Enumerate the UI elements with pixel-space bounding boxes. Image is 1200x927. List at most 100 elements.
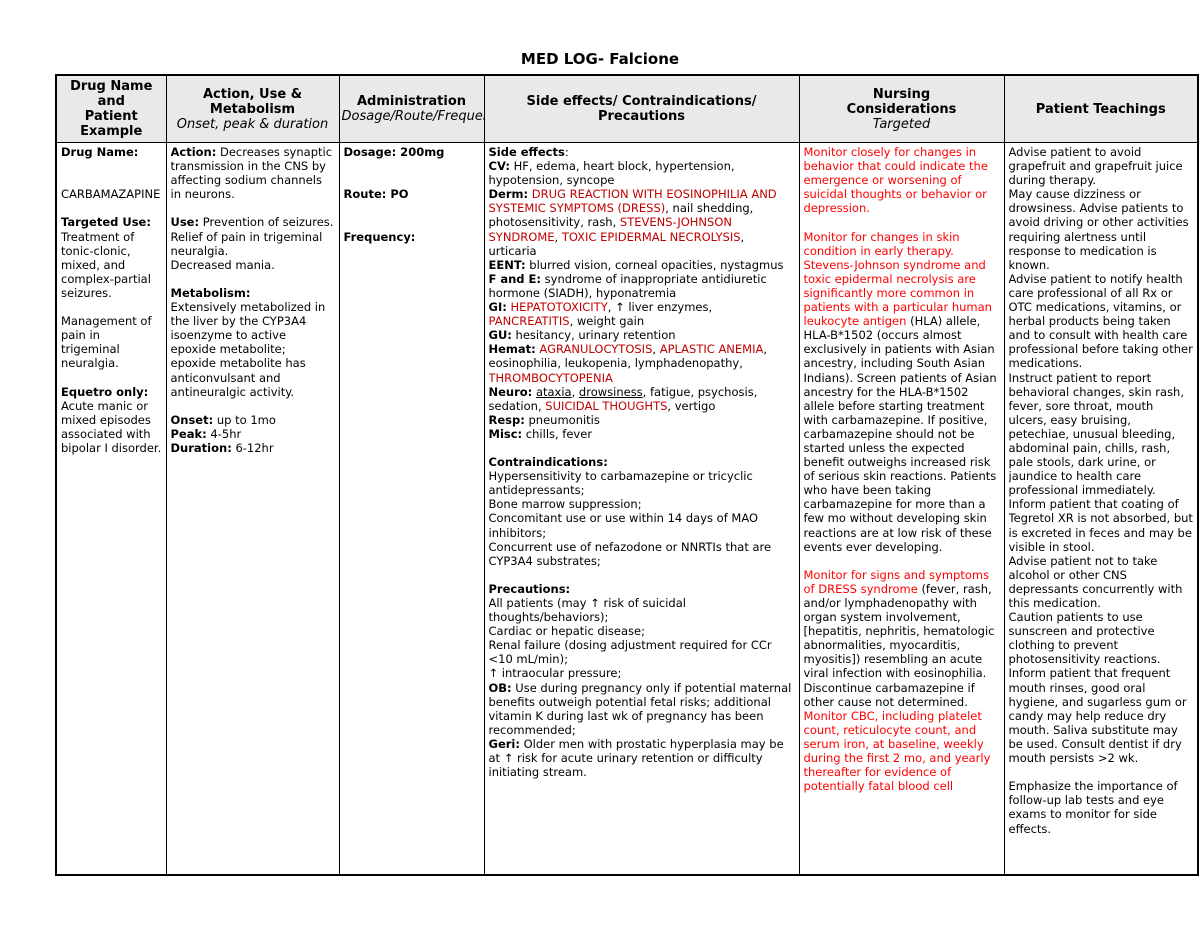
column-header-action-use-metabolism: Action, Use & Metabolism Onset, peak & d… xyxy=(165,74,340,143)
paragraph xyxy=(171,399,335,413)
paragraph xyxy=(171,272,335,286)
column-header-administration-label: Administration xyxy=(356,94,467,109)
paragraph: GU: hesitancy, urinary retention xyxy=(488,328,676,343)
paragraph: Side effects: xyxy=(488,145,569,159)
paragraph xyxy=(804,215,1000,229)
paragraph xyxy=(804,554,1000,568)
drug-name-content: Drug Name: CARBAMAZAPINE Targeted Use: T… xyxy=(61,145,162,872)
paragraph xyxy=(489,441,795,455)
paragraph: Onset: up to 1mo xyxy=(170,412,276,427)
paragraph xyxy=(344,159,480,173)
cell-drug-name: Drug Name: CARBAMAZAPINE Targeted Use: T… xyxy=(55,142,167,876)
paragraph: Targeted Use: Treatment of tonic-clonic,… xyxy=(61,215,151,300)
paragraph xyxy=(61,201,162,215)
paragraph xyxy=(344,173,480,187)
paragraph: Neuro: ataxia, drowsiness, fatigue, psyc… xyxy=(488,384,758,413)
paragraph: Decreased mania. xyxy=(170,257,275,272)
paragraph: Precautions: xyxy=(488,581,571,596)
cell-patient-teachings: Advise patient to avoid grapefruit and g… xyxy=(1003,142,1199,876)
column-header-nursing-subtitle: Targeted xyxy=(872,116,931,132)
paragraph: Emphasize the importance of follow-up la… xyxy=(1008,779,1178,836)
cell-administration: Dosage: 200mg Route: PO Frequency: xyxy=(338,142,485,876)
paragraph: Monitor for signs and symptoms of DRESS … xyxy=(803,567,995,794)
paragraph: ↑ intraocular pressure; xyxy=(488,666,622,681)
paragraph: Monitor closely for changes in behavior … xyxy=(803,145,988,216)
paragraph: Advise patient not to take alcohol or ot… xyxy=(1008,553,1183,610)
paragraph: May cause dizziness or drowsiness. Advis… xyxy=(1008,187,1189,272)
paragraph: Duration: 6-12hr xyxy=(170,440,274,455)
paragraph: GI: HEPATOTOXICITY, ↑ liver enzymes, PAN… xyxy=(488,300,713,329)
paragraph xyxy=(61,371,162,385)
paragraph: Advise patient to notify health care pro… xyxy=(1008,271,1193,371)
paragraph: Relief of pain in trigeminal neuralgia. xyxy=(170,229,323,258)
administration-content: Dosage: 200mg Route: PO Frequency: xyxy=(344,145,480,872)
paragraph: CARBAMAZAPINE xyxy=(61,187,161,202)
paragraph: Monitor for changes in skin condition in… xyxy=(803,229,997,554)
paragraph: Bone marrow suppression; xyxy=(488,497,642,512)
paragraph: Frequency: xyxy=(343,229,416,244)
paragraph: Equetro only: Acute manic or mixed episo… xyxy=(61,384,162,455)
paragraph: Metabolism: xyxy=(170,285,251,300)
med-log-table: Drug Name and Patient Example Action, Us… xyxy=(55,74,1199,876)
paragraph: Use: Prevention of seizures. xyxy=(170,215,334,230)
column-header-action-label: Action, Use & Metabolism xyxy=(202,86,303,117)
teachings-content: Advise patient to avoid grapefruit and g… xyxy=(1009,145,1194,872)
paragraph: EENT: blurred vision, corneal opacities,… xyxy=(488,257,784,272)
column-header-patient-teachings: Patient Teachings xyxy=(1003,74,1199,143)
paragraph: Cardiac or hepatic disease; xyxy=(488,624,646,639)
paragraph: Route: PO xyxy=(343,187,409,202)
paragraph xyxy=(489,568,795,582)
paragraph: Dosage: 200mg xyxy=(343,145,445,159)
side-effects-content: Side effects: CV: HF, edema, heart block,… xyxy=(489,145,795,872)
paragraph: Drug Name: xyxy=(61,145,139,159)
paragraph: Renal failure (dosing adjustment require… xyxy=(488,638,772,667)
paragraph: Hemat: AGRANULOCYTOSIS, APLASTIC ANEMIA,… xyxy=(488,342,768,385)
paragraph: Advise patient to avoid grapefruit and g… xyxy=(1008,145,1183,188)
nursing-content: Monitor closely for changes in behavior … xyxy=(804,145,1000,872)
paragraph: Resp: pneumonitis xyxy=(488,412,600,427)
column-header-nursing-considerations: Nursing Considerations Targeted xyxy=(798,74,1005,143)
cell-action-use-metabolism: Action: Decreases synaptic transmission … xyxy=(165,142,340,876)
action-content: Action: Decreases synaptic transmission … xyxy=(171,145,335,872)
paragraph: OB: Use during pregnancy only if potenti… xyxy=(488,680,792,737)
paragraph: Misc: chills, fever xyxy=(488,426,593,441)
paragraph: Inform patient that coating of Tegretol … xyxy=(1008,497,1193,554)
paragraph: Management of pain in trigeminal neuralg… xyxy=(61,314,152,371)
paragraph: Geri: Older men with prostatic hyperplas… xyxy=(488,736,784,780)
paragraph: Action: Decreases synaptic transmission … xyxy=(170,145,333,202)
column-header-action-subtitle: Onset, peak & duration xyxy=(176,116,329,132)
column-header-side-effects: Side effects/ Contraindications/ Precaut… xyxy=(483,74,800,143)
column-header-administration-subtitle: Dosage/Route/Frequency xyxy=(341,109,484,124)
column-header-administration: Administration Dosage/Route/Frequency xyxy=(338,74,485,143)
paragraph: Peak: 4-5hr xyxy=(170,426,242,441)
header-row: Drug Name and Patient Example Action, Us… xyxy=(55,74,1199,143)
paragraph xyxy=(344,215,480,229)
paragraph: All patients (may ↑ risk of suicidal tho… xyxy=(488,596,686,625)
drug-row-carbamazapine: Drug Name: CARBAMAZAPINE Targeted Use: T… xyxy=(55,142,1199,876)
paragraph: Inform patient that frequent mouth rinse… xyxy=(1008,666,1187,766)
page-title: MED LOG- Falcione xyxy=(520,50,680,68)
paragraph xyxy=(61,173,162,187)
column-header-teachings-label: Patient Teachings xyxy=(1035,101,1166,117)
paragraph: Hypersensitivity to carbamazepine or tri… xyxy=(488,469,753,498)
column-header-side-effects-label: Side effects/ Contraindications/ Precaut… xyxy=(526,94,757,124)
paragraph: CV: HF, edema, heart block, hypertension… xyxy=(488,159,735,188)
paragraph: F and E: syndrome of inappropriate antid… xyxy=(488,271,767,300)
column-header-nursing-label: Nursing Considerations xyxy=(846,86,957,117)
paragraph xyxy=(171,201,335,215)
cell-nursing-considerations: Monitor closely for changes in behavior … xyxy=(798,142,1005,876)
paragraph: Derm: DRUG REACTION WITH EOSINOPHILIA AN… xyxy=(488,187,777,258)
paragraph: Instruct patient to report behavioral ch… xyxy=(1008,370,1185,498)
paragraph: Extensively metabolized in the liver by … xyxy=(170,300,326,399)
paragraph: Caution patients to use sunscreen and pr… xyxy=(1008,610,1161,667)
paragraph xyxy=(61,300,162,314)
cell-side-effects: Side effects: CV: HF, edema, heart block,… xyxy=(483,142,800,876)
column-header-drug-name-label: Drug Name and Patient Example xyxy=(70,79,153,139)
paragraph: Contraindications: xyxy=(488,455,608,470)
paragraph xyxy=(344,201,480,215)
paragraph xyxy=(1009,765,1194,779)
column-header-drug-name: Drug Name and Patient Example xyxy=(55,74,167,143)
paragraph: Concomitant use or use within 14 days of… xyxy=(488,511,759,540)
paragraph: Concurrent use of nefazodone or NNRTIs t… xyxy=(488,539,772,568)
paragraph xyxy=(61,159,162,173)
